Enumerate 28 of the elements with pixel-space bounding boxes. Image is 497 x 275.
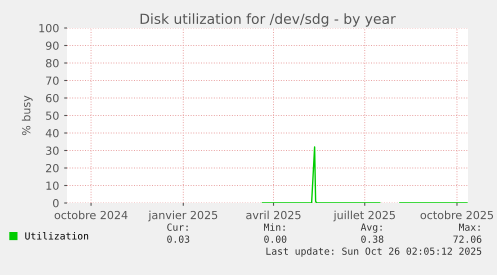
- text: 72.06: [453, 235, 482, 243]
- x-tick-label: octobre 2024: [54, 210, 128, 220]
- text: 0.03: [167, 235, 190, 243]
- y-tick-label: 90: [46, 41, 59, 50]
- y-tick-label: 80: [46, 58, 59, 68]
- x-tick-label: octobre 2025: [420, 210, 494, 220]
- y-tick-label: 70: [46, 76, 59, 85]
- y-tick-label: 20: [46, 164, 59, 172]
- legend-label: Utilization: [25, 232, 88, 240]
- text: 0.00: [264, 235, 286, 243]
- x-tick-label: juillet 2025: [333, 210, 395, 222]
- y-tick-label: 40: [46, 128, 59, 138]
- y-tick-label: 50: [46, 111, 59, 120]
- chart-title: Disk utilization for /dev/sdg - by year: [140, 13, 396, 27]
- text: Last update: Sun Oct 26 02:05:12 2025: [266, 247, 482, 257]
- text: Min:: [264, 223, 285, 231]
- text: 0.38: [361, 235, 384, 243]
- x-tick-label: janvier 2025: [148, 210, 218, 222]
- y-tick-label: 100: [39, 24, 59, 32]
- y-tick-label: 30: [46, 146, 59, 155]
- y-tick-label: 10: [46, 181, 59, 190]
- text: Avg:: [360, 224, 382, 233]
- text: Max:: [458, 224, 480, 231]
- y-tick-label: 0: [53, 198, 59, 208]
- y-tick-label: 60: [46, 94, 59, 102]
- x-tick-label: avril 2025: [246, 210, 301, 220]
- y-axis-title: % busy: [22, 96, 33, 136]
- text: Cur:: [167, 223, 188, 231]
